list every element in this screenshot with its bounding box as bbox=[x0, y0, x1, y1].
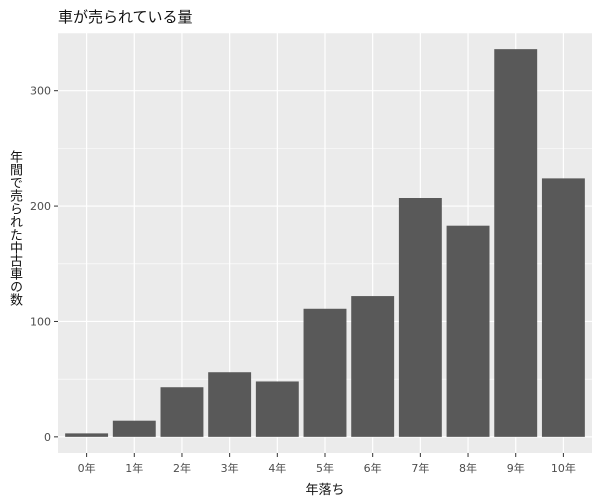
y-axis-label: 年間で売られた中古車の数 bbox=[7, 150, 22, 306]
bar-7 bbox=[398, 198, 442, 437]
y-tick-label: 200 bbox=[30, 200, 51, 213]
x-tick-label: 4年 bbox=[268, 461, 286, 475]
bar-1 bbox=[112, 420, 156, 437]
bar-10 bbox=[541, 178, 585, 437]
y-tick-label: 300 bbox=[30, 85, 51, 98]
x-tick-label: 7年 bbox=[411, 461, 429, 475]
bar-8 bbox=[446, 225, 490, 437]
x-tick-label: 6年 bbox=[364, 461, 382, 475]
bar-3 bbox=[208, 372, 252, 437]
y-axis: 0 100 200 300 bbox=[30, 85, 58, 444]
bar-0 bbox=[65, 433, 109, 437]
x-tick-label: 0年 bbox=[78, 461, 96, 475]
x-tick-label: 9年 bbox=[507, 461, 525, 475]
x-tick-label: 3年 bbox=[221, 461, 239, 475]
x-tick-label: 2年 bbox=[173, 461, 191, 475]
bar-5 bbox=[303, 308, 347, 437]
chart-title: 車が売られている量 bbox=[58, 8, 193, 26]
x-axis: 0年 1年 2年 3年 4年 5年 6年 7年 8年 9年 10年 bbox=[78, 453, 576, 475]
bar-4 bbox=[255, 381, 299, 437]
bar-2 bbox=[160, 387, 204, 437]
bar-6 bbox=[351, 296, 395, 437]
x-tick-label: 10年 bbox=[551, 461, 576, 475]
x-tick-label: 1年 bbox=[125, 461, 143, 475]
x-tick-label: 8年 bbox=[459, 461, 477, 475]
x-tick-label: 5年 bbox=[316, 461, 334, 475]
x-axis-label: 年落ち bbox=[305, 483, 345, 498]
y-tick-label: 0 bbox=[44, 431, 51, 444]
bar-9 bbox=[494, 49, 538, 437]
y-tick-label: 100 bbox=[30, 315, 51, 328]
bars bbox=[65, 49, 585, 437]
